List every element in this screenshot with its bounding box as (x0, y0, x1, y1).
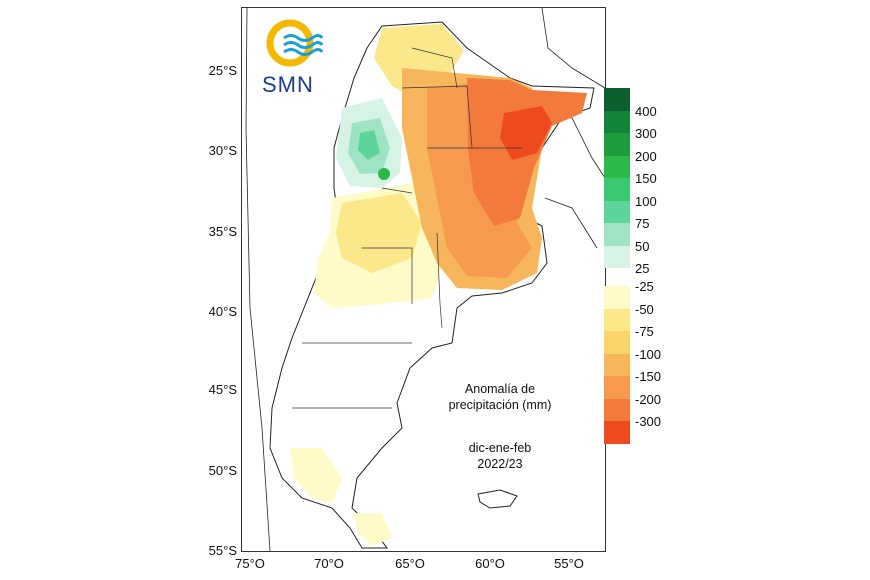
legend-swatch (604, 200, 630, 223)
lat-label: 35°S (208, 224, 237, 239)
legend-swatch (604, 245, 630, 268)
legend-swatch (604, 398, 630, 421)
legend-label: -25 (635, 279, 654, 294)
legend-swatch (604, 308, 630, 331)
legend-label: -150 (635, 369, 662, 384)
legend-swatch (604, 376, 630, 399)
legend-label: -75 (635, 324, 654, 339)
legend-label: 75 (635, 216, 650, 231)
legend-label: 150 (635, 171, 657, 186)
legend-swatch (604, 88, 630, 111)
lon-label: 65°O (395, 556, 425, 571)
legend-title-line2: precipitación (mm) (448, 398, 552, 412)
legend-swatch (604, 223, 630, 246)
legend-title: Anomalía de precipitación (mm) (430, 381, 570, 413)
legend-label: -300 (635, 414, 662, 429)
period-season: 2022/23 (477, 457, 523, 471)
legend-swatch (604, 178, 630, 201)
lon-label: 75°O (235, 556, 265, 571)
legend-label: 100 (635, 193, 657, 209)
legend-swatch (604, 133, 630, 156)
precipitation-anomaly-map (245, 8, 605, 551)
map-frame (241, 7, 606, 552)
legend-swatch (604, 421, 630, 444)
anomaly-fill-negative-300 (500, 106, 552, 160)
period-months: dic-ene-feb (468, 441, 532, 455)
lat-label: 45°S (208, 382, 237, 397)
legend-label: -50 (635, 301, 654, 317)
lat-label: 30°S (208, 143, 237, 158)
lat-label: 50°S (208, 463, 237, 478)
lat-label: 40°S (208, 304, 237, 319)
lon-label: 55°O (554, 556, 584, 571)
malvinas-islands (477, 489, 518, 509)
legend-swatch (604, 353, 630, 376)
legend-swatch (604, 110, 630, 133)
legend-label: 300 (635, 126, 657, 141)
legend-swatch (604, 286, 630, 309)
smn-logo-icon (266, 19, 324, 67)
legend-swatch (604, 155, 630, 178)
province-boundaries (292, 47, 522, 409)
legend-label: -200 (635, 391, 662, 407)
legend-label: -100 (635, 346, 662, 362)
legend-label: 25 (635, 261, 650, 276)
anomaly-fill-positive (336, 98, 402, 188)
legend-label: 50 (635, 238, 650, 254)
legend-label: 400 (635, 103, 657, 119)
lon-label: 60°O (475, 556, 505, 571)
legend-title-line1: Anomalía de (464, 382, 536, 396)
period-label: dic-ene-feb 2022/23 (440, 440, 560, 472)
lat-label: 25°S (208, 63, 237, 78)
lon-label: 70°O (314, 556, 344, 571)
color-legend: 400 300 200 150 100 75 50 25 -25 -50 -75 -100 -150 -2… (604, 88, 664, 458)
smn-logo-text: SMN (262, 72, 314, 97)
lat-label: 55°S (208, 543, 237, 558)
legend-label: 200 (635, 148, 657, 164)
legend-swatch (604, 331, 630, 354)
